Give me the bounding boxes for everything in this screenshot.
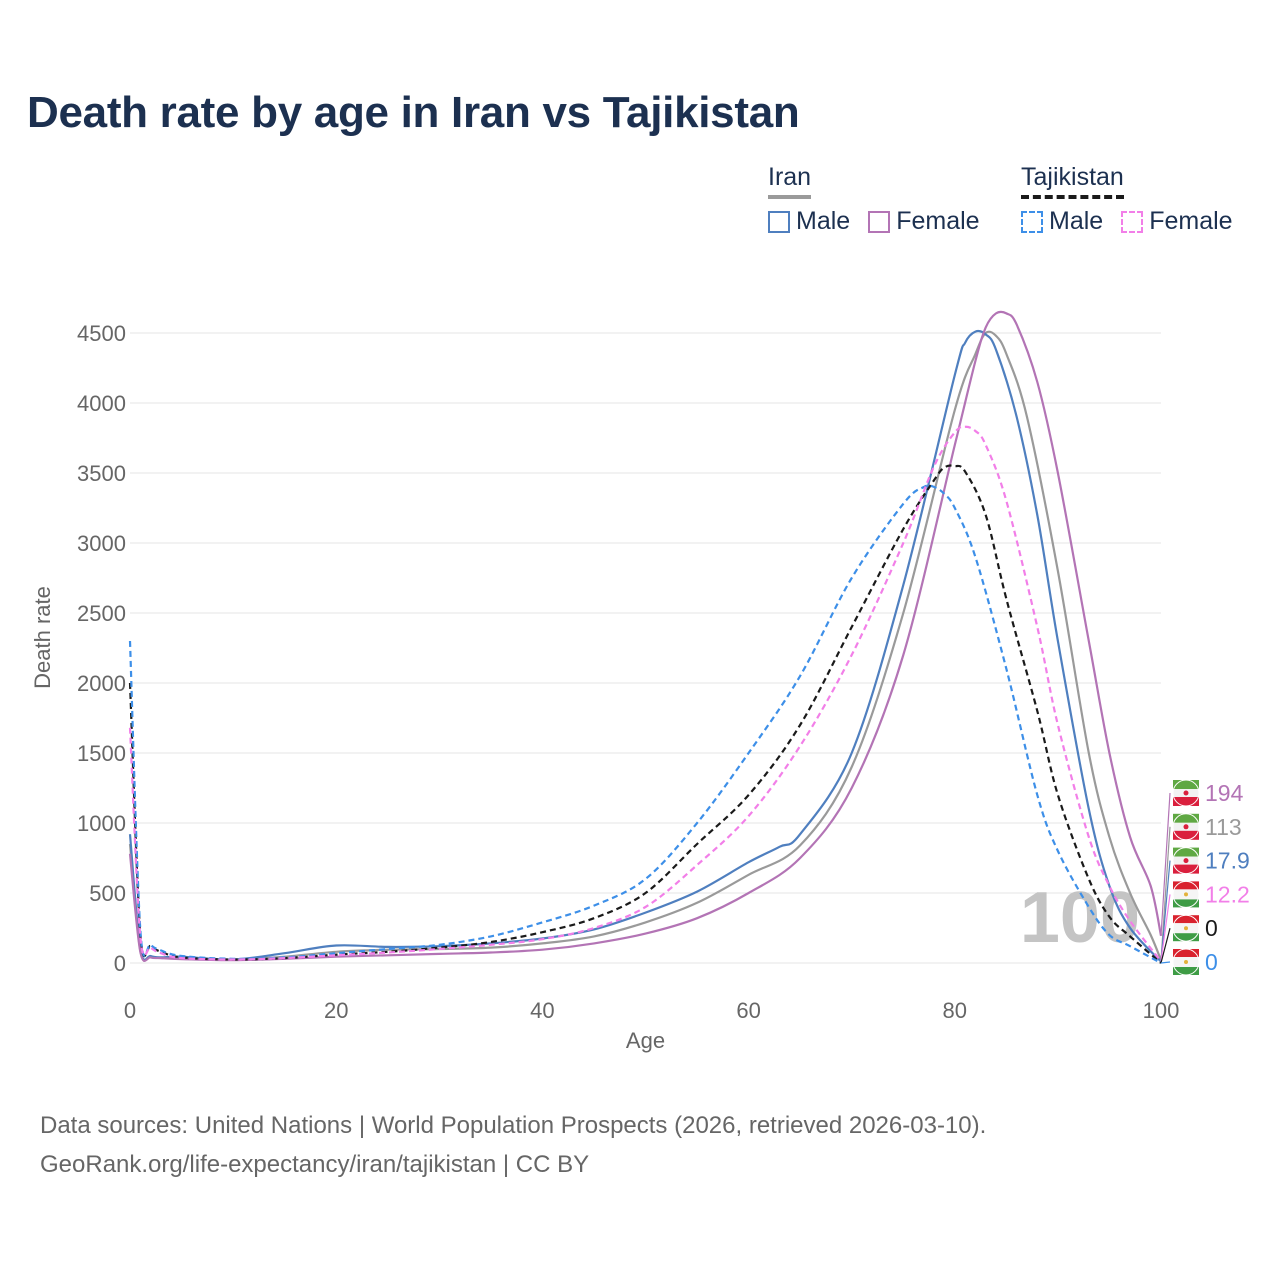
y-tick-label: 2000: [77, 671, 126, 696]
legend-swatch-iran-female: [868, 210, 891, 233]
flag-outline: [1172, 914, 1200, 942]
y-tick-label: 4500: [77, 321, 126, 346]
flag-iran-icon: [1172, 847, 1200, 875]
flag-stripe: [1173, 797, 1199, 806]
flag-stripe: [1173, 780, 1199, 789]
flag-outline: [1172, 779, 1200, 807]
flag-tajikistan-icon: [1172, 948, 1200, 976]
flag-iran-icon: [1172, 813, 1200, 841]
end-connector-iran-total: [1160, 826, 1171, 961]
series-line-tajikistan-female: [128, 425, 1162, 962]
end-label-iran-female: 194: [1205, 780, 1244, 806]
flag-outline: [1172, 948, 1200, 976]
source-line-1: Data sources: United Nations | World Pop…: [40, 1112, 987, 1139]
y-tick-label: 1000: [77, 811, 126, 836]
series-line-iran-total: [128, 330, 1163, 962]
series-line-tajikistan-total: [128, 464, 1162, 964]
legend-group-tajikistan: Tajikistan Male Female: [1021, 163, 1233, 236]
flag-tajikistan-icon: [1172, 880, 1200, 908]
legend-swatch-tajikistan-male: [1021, 210, 1043, 233]
flag-stripe: [1173, 899, 1199, 908]
y-tick-label: 3500: [77, 461, 126, 486]
flag-outline: [1172, 880, 1200, 908]
flag-stripe: [1173, 967, 1199, 975]
flag-emblem: [1184, 892, 1188, 897]
end-label-iran-male: 17.9: [1205, 848, 1250, 874]
flag-tajikistan-icon: [1172, 914, 1200, 942]
flag-emblem: [1184, 960, 1188, 964]
flag-stripe: [1173, 864, 1199, 874]
flag-stripe: [1173, 881, 1199, 890]
legend-label-tajikistan-female[interactable]: Female: [1149, 207, 1233, 235]
end-label-tajikistan-male: 0: [1205, 949, 1218, 975]
series-line-iran-female: [128, 310, 1163, 962]
series-line-tajikistan-male: [128, 484, 1162, 964]
legend-swatch-tajikistan-female: [1121, 210, 1144, 233]
flag-emblem: [1184, 926, 1188, 931]
flag-stripe: [1173, 830, 1199, 840]
flag-outline: [1172, 847, 1200, 875]
series-line-iran-male: [128, 329, 1162, 963]
legend-group-iran: Iran Male Female: [768, 163, 998, 236]
y-axis-title: Death rate: [30, 586, 55, 689]
x-axis-title: Age: [626, 1028, 665, 1053]
y-tick-label: 500: [89, 881, 126, 906]
x-tick-label: 80: [943, 998, 967, 1023]
flag-stripe: [1173, 949, 1199, 957]
flag-emblem: [1183, 790, 1189, 796]
y-tick-label: 3000: [77, 531, 126, 556]
end-label-tajikistan-total: 0: [1205, 915, 1218, 941]
y-tick-label: 1500: [77, 741, 126, 766]
x-tick-label: 100: [1143, 998, 1180, 1023]
flag-iran-icon: [1172, 779, 1200, 807]
end-connector-tajikistan-female: [1160, 894, 1171, 962]
source-note: Data sources: United Nations | World Pop…: [40, 1106, 986, 1184]
end-connector-iran-female: [1160, 792, 1171, 936]
flag-emblem: [1183, 858, 1189, 864]
legend-country-iran[interactable]: Iran: [768, 163, 812, 199]
end-connector-iran-male: [1160, 860, 1171, 962]
source-line-2[interactable]: GeoRank.org/life-expectancy/iran/tajikis…: [40, 1151, 590, 1178]
legend-country-tajikistan[interactable]: Tajikistan: [1021, 163, 1124, 199]
legend-label-iran-female[interactable]: Female: [896, 207, 980, 235]
x-tick-label: 40: [530, 998, 554, 1023]
page-title: Death rate by age in Iran vs Tajikistan: [27, 88, 800, 137]
flag-outline: [1172, 813, 1200, 841]
end-connector-tajikistan-total: [1160, 928, 1171, 964]
flag-stripe: [1173, 813, 1199, 823]
x-tick-label: 20: [324, 998, 348, 1023]
flag-stripe: [1173, 915, 1199, 924]
end-label-iran-total: 113: [1205, 814, 1242, 840]
end-connector-tajikistan-male: [1160, 961, 1171, 964]
legend-swatch-iran-male: [768, 210, 790, 233]
legend-label-iran-male[interactable]: Male: [796, 207, 851, 235]
y-tick-label: 0: [114, 951, 126, 976]
x-tick-label: 60: [736, 998, 760, 1023]
y-tick-label: 4000: [77, 391, 126, 416]
current-age-watermark: 100: [1020, 878, 1140, 958]
end-label-tajikistan-female: 12.2: [1205, 881, 1250, 907]
x-tick-label: 0: [124, 998, 136, 1023]
flag-stripe: [1173, 847, 1199, 857]
flag-stripe: [1173, 933, 1199, 942]
y-tick-label: 2500: [77, 601, 126, 626]
flag-emblem: [1183, 824, 1189, 830]
legend-label-tajikistan-male[interactable]: Male: [1049, 207, 1104, 235]
